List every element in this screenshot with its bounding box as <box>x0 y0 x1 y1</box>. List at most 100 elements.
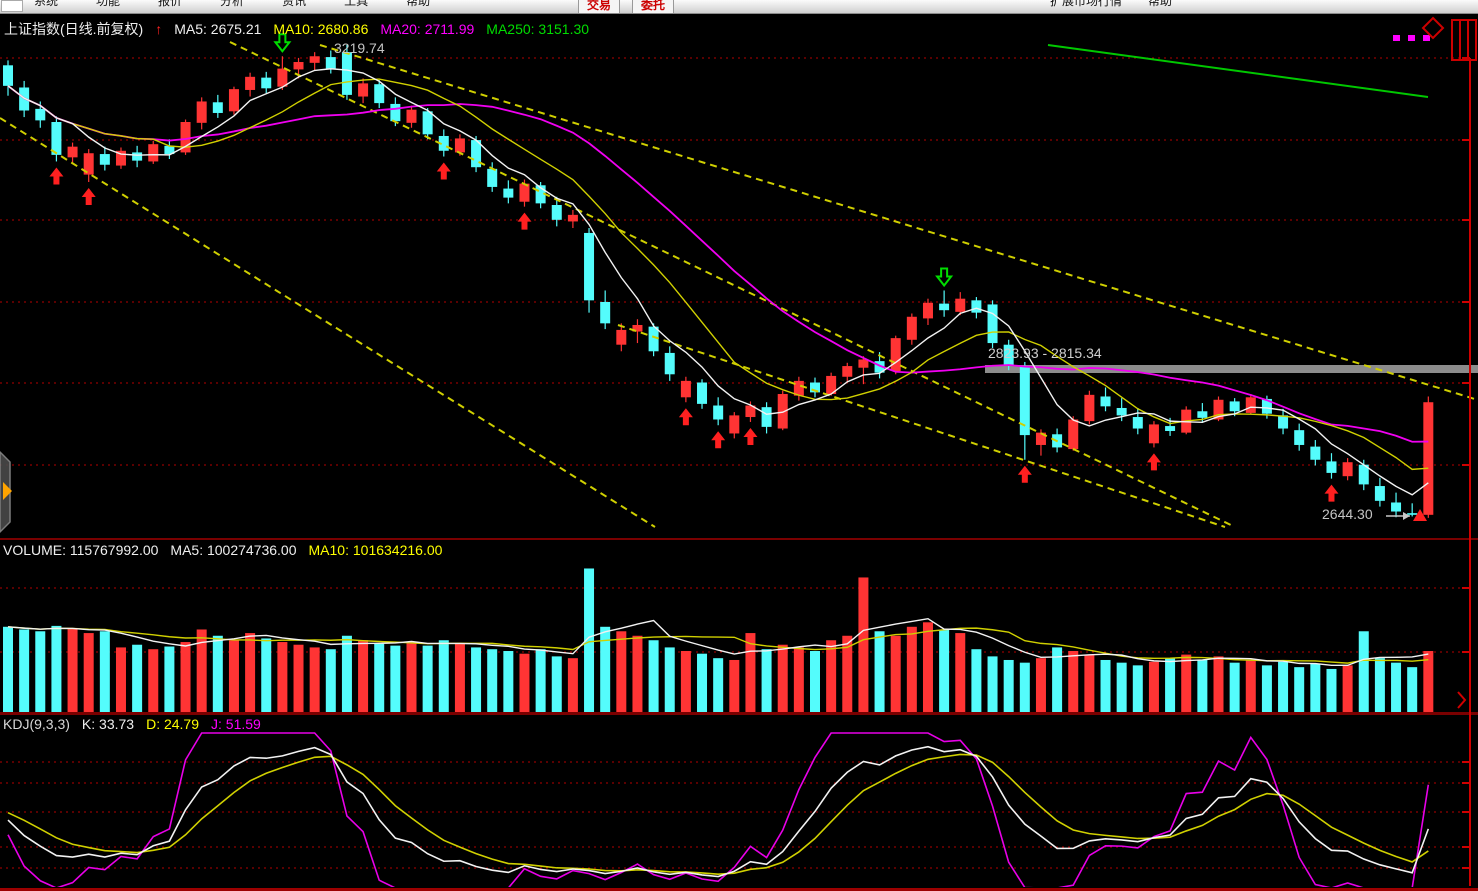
more-dots-icon[interactable] <box>1423 35 1430 41</box>
trend-line[interactable] <box>319 44 1478 401</box>
candle-body <box>616 329 627 345</box>
volume-bar <box>212 635 223 712</box>
ma10-line <box>7 78 1429 471</box>
menu-item-0[interactable]: 系统 <box>34 0 59 8</box>
menu-item-right-1[interactable]: 帮助 <box>1148 0 1173 8</box>
menu-item-right-0[interactable]: 扩展市场行情 <box>1050 0 1123 8</box>
volume-ma5-value: MA5: 100274736.00 <box>170 542 297 558</box>
buy-signal-arrow-icon <box>1324 484 1339 502</box>
candle-body <box>1278 415 1289 429</box>
menu-item-4[interactable]: 资讯 <box>282 0 307 8</box>
candle-body <box>1391 502 1402 512</box>
menu-item-6[interactable]: 帮助 <box>406 0 431 8</box>
volume-bar <box>1003 659 1014 712</box>
volume-bar <box>309 647 320 712</box>
candle-body <box>374 84 385 104</box>
kdj-title: KDJ(9,3,3) <box>3 716 70 732</box>
volume-bar <box>1068 651 1079 712</box>
app-icon[interactable] <box>1 0 23 12</box>
panel-layout-icon[interactable] <box>1451 19 1477 61</box>
volume-bar <box>1084 654 1095 712</box>
volume-bar <box>487 649 498 712</box>
scroll-right-chevron-icon[interactable] <box>1457 691 1467 709</box>
volume-bar <box>67 628 78 712</box>
candle-body <box>422 111 433 135</box>
volume-bar <box>664 647 675 712</box>
buy-signal-arrow-icon <box>49 167 64 185</box>
candle-body <box>648 326 659 352</box>
candle-body <box>1116 407 1127 416</box>
volume-bar <box>713 658 724 712</box>
low-marker-arrowhead-icon <box>1403 512 1410 520</box>
volume-bar <box>890 635 901 712</box>
volume-bar <box>228 640 239 712</box>
peak-price-label: 3219.74 <box>334 40 385 56</box>
candle-body <box>1342 462 1353 477</box>
sell-signal-arrow-icon <box>273 33 292 53</box>
volume-bar <box>551 656 562 712</box>
volume-bar <box>374 643 385 712</box>
volume-bar <box>341 635 352 712</box>
volume-value: VOLUME: 115767992.00 <box>3 542 159 558</box>
candle-body <box>67 146 78 158</box>
volume-bar <box>148 649 159 712</box>
more-dots-icon[interactable] <box>1408 35 1415 41</box>
trend-line[interactable] <box>0 117 656 528</box>
candle-body <box>567 214 578 222</box>
candle-body <box>1100 396 1111 407</box>
candle-body <box>1261 398 1272 414</box>
trend-line[interactable] <box>229 41 1236 528</box>
volume-bar <box>454 643 465 712</box>
volume-bar <box>1181 654 1192 712</box>
menu-item-3[interactable]: 分析 <box>220 0 245 8</box>
candle-body <box>1148 424 1159 444</box>
diamond-icon[interactable] <box>1421 16 1445 40</box>
candle-body <box>358 83 369 97</box>
volume-bar <box>422 645 433 712</box>
candle-body <box>132 152 143 161</box>
candle-body <box>777 394 788 429</box>
volume-bar <box>1116 662 1127 712</box>
trend-line[interactable] <box>617 324 1226 528</box>
volume-bar <box>164 646 175 712</box>
bottom-border <box>0 888 1478 891</box>
menu-item-1[interactable]: 功能 <box>96 0 121 8</box>
volume-bar <box>535 649 546 712</box>
kdj-k-line <box>7 745 1430 878</box>
volume-bar <box>293 644 304 712</box>
left-pan-handle[interactable] <box>0 450 12 534</box>
volume-bar <box>1374 658 1385 712</box>
menu-red-button-0[interactable]: 交易 <box>578 0 621 13</box>
menu-item-2[interactable]: 报价 <box>158 0 183 8</box>
volume-bar <box>19 629 30 712</box>
candle-body <box>1197 411 1208 418</box>
volume-bar <box>406 642 417 712</box>
candle-body <box>277 68 288 87</box>
candle-body <box>1423 402 1434 515</box>
candle-body <box>922 302 933 319</box>
candle-body <box>1229 401 1240 412</box>
volume-bar <box>390 645 401 712</box>
candle-body <box>664 352 675 375</box>
volume-bar <box>648 640 659 712</box>
more-dots-icon[interactable] <box>1393 35 1400 41</box>
menu-bar[interactable]: 系统 功能 报价 分析 资讯 工具 帮助 交易 委托 扩展市场行情 帮助 <box>0 0 1478 14</box>
candle-body <box>245 76 256 90</box>
volume-bar <box>632 635 643 712</box>
volume-layer <box>3 568 1434 712</box>
candle-body <box>196 101 207 123</box>
menu-item-5[interactable]: 工具 <box>344 0 369 8</box>
candle-body <box>454 138 465 153</box>
volume-bar <box>842 635 853 712</box>
volume-pane-header: VOLUME: 115767992.00 MA5: 100274736.00 MA1… <box>3 542 454 558</box>
candle-body <box>987 304 998 344</box>
volume-bar <box>906 626 917 712</box>
candle-body <box>584 232 595 301</box>
candle-body <box>438 135 449 151</box>
volume-bar <box>793 647 804 712</box>
volume-bar <box>1294 667 1305 712</box>
menu-red-button-1[interactable]: 委托 <box>632 0 675 13</box>
candle-body <box>826 375 837 395</box>
candle-body <box>503 188 514 198</box>
